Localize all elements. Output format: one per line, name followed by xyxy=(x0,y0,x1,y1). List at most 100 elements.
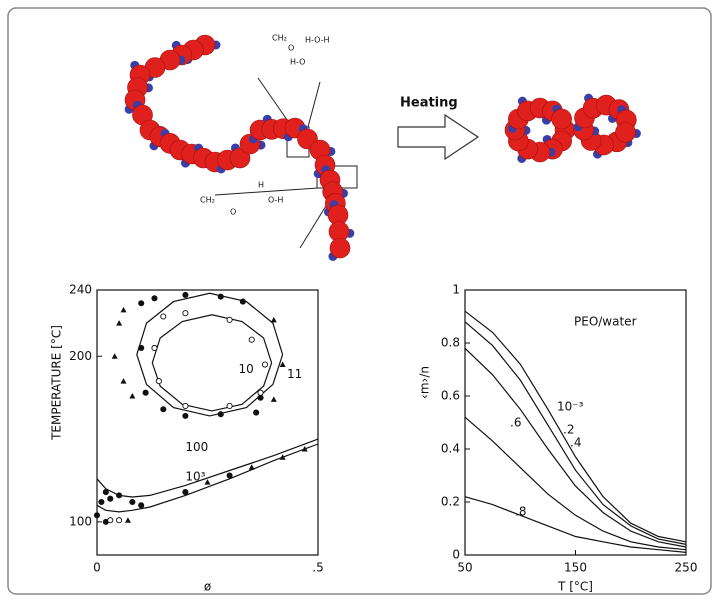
point xyxy=(138,502,145,509)
curve xyxy=(96,438,319,498)
curve-label: 100 xyxy=(185,440,208,454)
point xyxy=(217,411,224,418)
point xyxy=(160,406,167,413)
curve-label: .2 xyxy=(563,423,574,437)
point xyxy=(120,306,127,313)
point xyxy=(155,378,162,385)
point xyxy=(257,394,264,401)
heating-arrow xyxy=(397,113,480,161)
point xyxy=(124,517,131,523)
point xyxy=(182,489,189,496)
inset-line xyxy=(307,81,321,128)
point xyxy=(120,378,127,384)
point xyxy=(204,479,211,485)
y-axis-label: ‹m›/n xyxy=(418,366,432,399)
point xyxy=(301,446,308,452)
monomer xyxy=(551,108,572,130)
y-tick-label: 100 xyxy=(69,514,92,528)
point xyxy=(217,293,224,300)
y-tick-label: 0.6 xyxy=(441,389,460,403)
curve xyxy=(464,321,687,545)
y-tick-label: 1 xyxy=(452,283,460,297)
point xyxy=(248,464,255,470)
y-tick-label: 0.4 xyxy=(441,442,460,456)
point xyxy=(226,316,233,323)
chem-fragment: H xyxy=(258,181,264,190)
point xyxy=(226,402,233,409)
point xyxy=(253,409,260,416)
x-tick-label: 0 xyxy=(93,561,101,575)
chart: 100 200 240 0 .5 ø TEMPERATURE [°C] 11 10 100 10³ xyxy=(50,283,324,594)
y-tick-label: 240 xyxy=(69,283,92,297)
chem-fragment: H-O xyxy=(290,58,305,67)
curve xyxy=(136,292,284,417)
point xyxy=(116,492,123,499)
curve xyxy=(464,347,687,548)
point xyxy=(182,310,189,317)
point xyxy=(111,353,118,359)
curve-label: .4 xyxy=(570,436,581,450)
chem-fragment: CH₂ xyxy=(272,34,287,43)
point xyxy=(279,454,286,460)
y-axis-label: TEMPERATURE [°C] xyxy=(50,325,64,441)
chem-fragment: O-H xyxy=(268,196,283,205)
point xyxy=(160,313,167,320)
annotation: PEO/water xyxy=(574,315,637,329)
point xyxy=(151,344,158,352)
monomer xyxy=(615,121,636,143)
point xyxy=(270,316,277,323)
x-tick-label: 250 xyxy=(675,561,698,575)
point xyxy=(98,498,105,506)
curve xyxy=(96,443,319,513)
point xyxy=(261,361,269,368)
chem-fragment: O xyxy=(230,208,236,217)
curve-label: 10 xyxy=(238,362,253,376)
point xyxy=(239,298,246,305)
point xyxy=(129,498,136,506)
y-tick-label: 0 xyxy=(452,548,460,562)
chem-fragment: H-O-H xyxy=(305,36,330,45)
point xyxy=(102,489,109,496)
point xyxy=(151,295,158,302)
curve-label: 10³ xyxy=(185,470,205,484)
point xyxy=(270,396,277,402)
curve xyxy=(464,416,687,551)
y-tick-label: 0.8 xyxy=(441,336,460,350)
point xyxy=(138,344,145,352)
point xyxy=(107,517,114,524)
curve xyxy=(464,310,687,543)
curve-label: .6 xyxy=(510,416,521,430)
point xyxy=(116,320,123,326)
point xyxy=(116,517,123,524)
monomer xyxy=(329,237,351,259)
x-tick-label: .5 xyxy=(312,561,323,575)
x-tick-label: 50 xyxy=(457,561,472,575)
point xyxy=(226,472,233,479)
point xyxy=(182,412,189,419)
y-tick-label: 200 xyxy=(69,349,92,363)
curve-label: 10⁻³ xyxy=(557,400,584,414)
x-axis-label: T [°C] xyxy=(557,580,593,594)
heating-label: Heating xyxy=(400,96,458,111)
point xyxy=(279,361,286,368)
x-tick-label: 150 xyxy=(564,561,587,575)
point xyxy=(182,291,189,299)
point xyxy=(107,495,114,502)
chem-fragment: CH₂ xyxy=(200,196,215,205)
point xyxy=(93,512,101,519)
x-axis-label: ø xyxy=(204,580,211,594)
plot-frame xyxy=(96,289,319,556)
chem-fragment: O xyxy=(288,44,294,53)
curve-label: .8 xyxy=(515,505,526,519)
y-tick-label: 0.2 xyxy=(441,495,460,509)
curve xyxy=(464,496,687,553)
point xyxy=(182,402,189,409)
curve-label: 11 xyxy=(287,367,302,381)
point xyxy=(138,300,145,307)
point xyxy=(142,389,149,396)
point xyxy=(129,393,136,399)
point xyxy=(257,389,264,396)
